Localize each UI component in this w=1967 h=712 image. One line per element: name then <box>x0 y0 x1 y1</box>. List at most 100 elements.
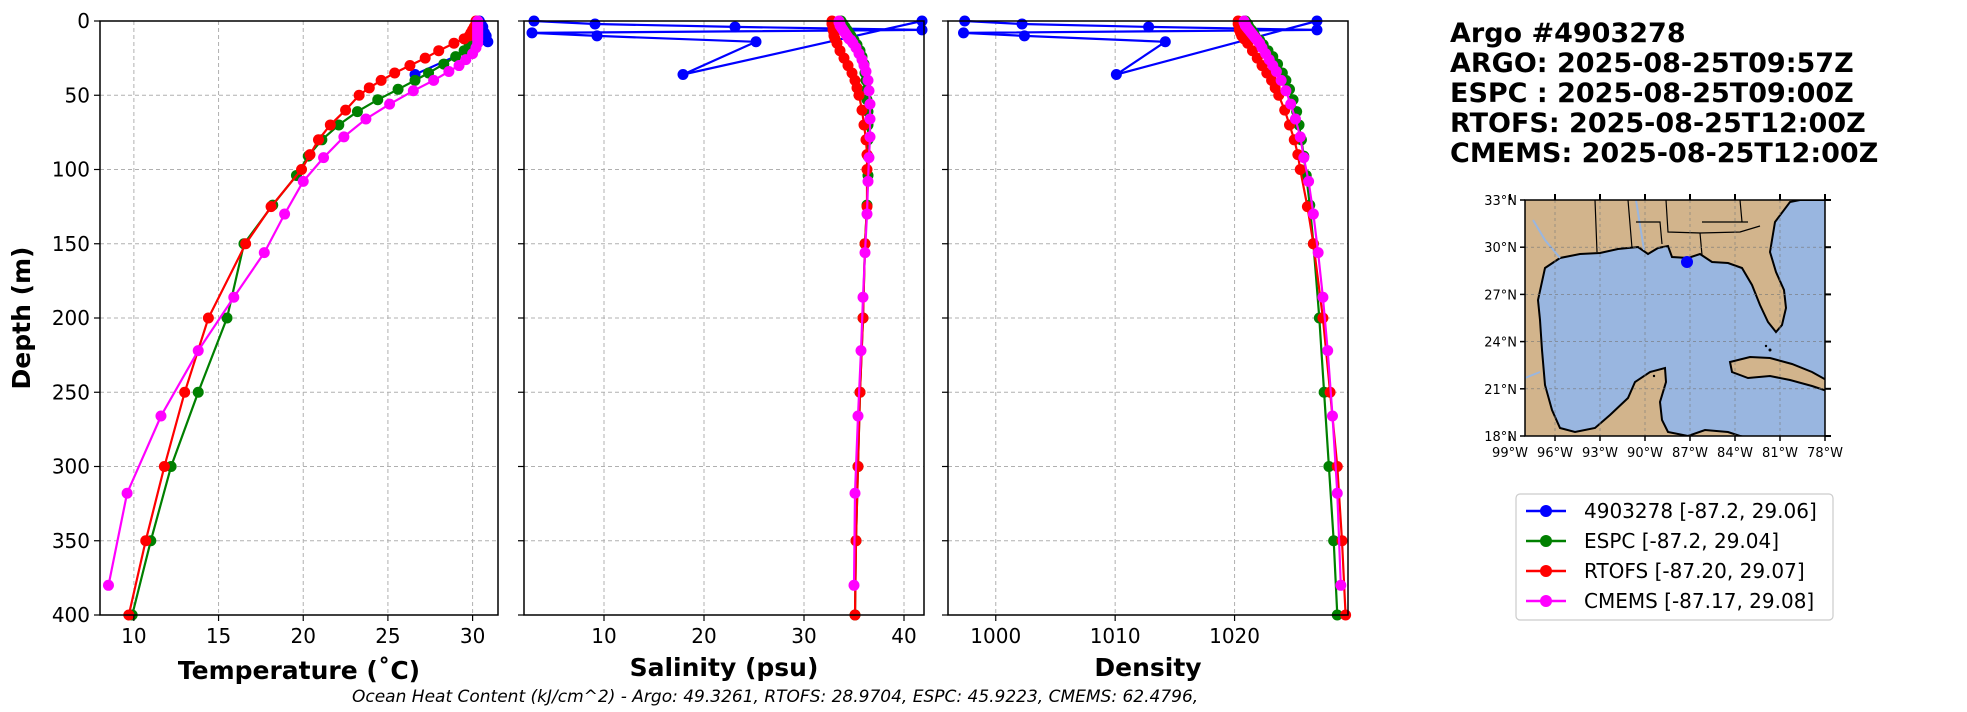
data-point-cmems <box>102 579 114 591</box>
data-point-cmems <box>121 487 133 499</box>
x-tick-label: 1020 <box>1209 624 1260 648</box>
legend-frame <box>1515 493 1834 621</box>
x-tick-label: 30 <box>791 624 816 648</box>
data-point-cmems <box>861 208 873 220</box>
data-point-4903278 <box>1018 30 1030 42</box>
data-point-4903278 <box>526 27 538 39</box>
data-point-cmems <box>407 85 419 97</box>
y-tick-label: 300 <box>52 455 90 479</box>
data-point-cmems <box>1307 208 1319 220</box>
map-ticks: 33°N 30°N 27°N 24°N 21°N 18°N99°W 96°W 93°W 90°W… <box>1484 194 1843 461</box>
data-point-rtofs <box>265 201 277 213</box>
map-lon-label: 87°W <box>1672 446 1708 461</box>
map-lon-label: 78°W <box>1807 446 1843 461</box>
data-point-espc <box>392 83 404 95</box>
location-map: 33°N 30°N 27°N 24°N 21°N 18°N99°W 96°W 93°W 90°W… <box>1484 194 1843 461</box>
map-lat-label: 21°N <box>1484 383 1517 398</box>
data-point-cmems <box>848 579 860 591</box>
info-argo-time: ARGO: 2025-08-25T09:57Z <box>1450 48 1854 79</box>
ohc-footer: Ocean Heat Content (kJ/cm^2) - Argo: 49.… <box>352 687 1198 707</box>
legend-entry-label: RTOFS [-87.20, 29.07] <box>1584 559 1805 583</box>
y-tick-label: 250 <box>52 380 90 404</box>
x-tick-label: 30 <box>460 624 485 648</box>
data-point-espc <box>1328 535 1340 547</box>
data-point-rtofs <box>353 89 365 101</box>
data-point-cmems <box>1303 175 1315 187</box>
data-point-cmems <box>384 98 396 110</box>
data-point-4903278 <box>750 36 762 48</box>
y-tick-label: 100 <box>52 158 90 182</box>
map-lon-label: 90°W <box>1627 446 1663 461</box>
legend-entry-label: 4903278 [-87.2, 29.06] <box>1584 499 1817 523</box>
data-point-rtofs <box>375 74 387 86</box>
data-point-rtofs <box>312 134 324 146</box>
data-point-rtofs <box>433 45 445 57</box>
temperature-ticks: 0 50 100 150 200 250 300 350 400 10 15 20 25 30 <box>52 9 486 648</box>
legend: 4903278 [-87.2, 29.06] ESPC [-87.2, 29.04… <box>1515 493 1834 621</box>
data-point-espc <box>458 45 470 57</box>
data-point-cmems <box>849 487 861 499</box>
data-point-4903278 <box>591 30 603 42</box>
data-point-cmems <box>1326 410 1338 422</box>
info-title: Argo #4903278 <box>1450 18 1686 49</box>
data-point-4903278 <box>1159 36 1171 48</box>
x-tick-label: 15 <box>206 624 231 648</box>
data-point-cmems <box>453 60 465 72</box>
x-tick-label: 10 <box>591 624 616 648</box>
map-gridlines <box>1525 200 1825 436</box>
data-point-espc <box>372 94 384 106</box>
legend-swatch-marker <box>1540 595 1552 607</box>
map-lat-label: 33°N <box>1484 194 1517 209</box>
data-point-cmems <box>279 208 291 220</box>
legend-swatch-marker <box>1540 535 1552 547</box>
data-point-cmems <box>1322 345 1334 357</box>
map-borders <box>1594 200 1761 256</box>
density-panel: 1000 1010 1020 Density <box>942 15 1352 682</box>
salinity-xlabel: Salinity (psu) <box>630 653 819 682</box>
data-point-rtofs <box>202 312 214 324</box>
x-tick-label: 40 <box>891 624 916 648</box>
y-tick-label: 200 <box>52 306 90 330</box>
density-ticks: 1000 1010 1020 <box>942 20 1260 648</box>
data-point-cmems <box>1335 579 1347 591</box>
data-point-rtofs <box>324 119 336 131</box>
data-point-4903278 <box>729 21 741 33</box>
data-point-cmems <box>864 131 876 143</box>
data-point-4903278 <box>1110 68 1122 80</box>
data-point-cmems <box>1275 74 1287 86</box>
data-point-cmems <box>852 410 864 422</box>
data-point-rtofs <box>1317 312 1329 324</box>
x-tick-label: 25 <box>375 624 400 648</box>
data-point-cmems <box>318 152 330 164</box>
data-point-cmems <box>155 410 167 422</box>
data-point-cmems <box>228 291 240 303</box>
data-point-rtofs <box>1331 461 1343 472</box>
temperature-series <box>102 15 494 621</box>
data-point-cmems <box>1312 247 1324 259</box>
y-tick-label: 50 <box>65 83 90 107</box>
salinity-series <box>526 15 928 621</box>
data-point-cmems <box>428 74 440 86</box>
data-point-rtofs <box>179 386 191 398</box>
x-tick-label: 1010 <box>1090 624 1141 648</box>
map-lon-label: 81°W <box>1762 446 1798 461</box>
x-tick-label: 10 <box>121 624 146 648</box>
data-point-rtofs <box>458 33 470 45</box>
density-series <box>958 15 1352 621</box>
map-lon-label: 99°W <box>1492 446 1528 461</box>
salinity-panel: 10 20 30 40 Salinity (psu) <box>518 15 928 682</box>
data-point-rtofs <box>448 37 460 49</box>
data-point-cmems <box>297 175 309 187</box>
y-tick-label: 400 <box>52 603 90 627</box>
data-point-cmems <box>860 65 872 77</box>
data-point-4903278 <box>482 36 494 48</box>
info-rtofs-time: RTOFS: 2025-08-25T12:00Z <box>1450 108 1866 139</box>
legend-swatch-marker <box>1540 505 1552 517</box>
map-lat-label: 24°N <box>1484 336 1517 351</box>
temperature-xlabel: Temperature (˚C) <box>178 656 420 685</box>
legend-entry-label: CMEMS [-87.17, 29.08] <box>1584 589 1814 613</box>
data-point-4903278 <box>589 18 601 30</box>
data-point-cmems <box>862 74 874 86</box>
info-espc-time: ESPC : 2025-08-25T09:00Z <box>1450 78 1854 109</box>
y-tick-label: 0 <box>77 9 90 33</box>
